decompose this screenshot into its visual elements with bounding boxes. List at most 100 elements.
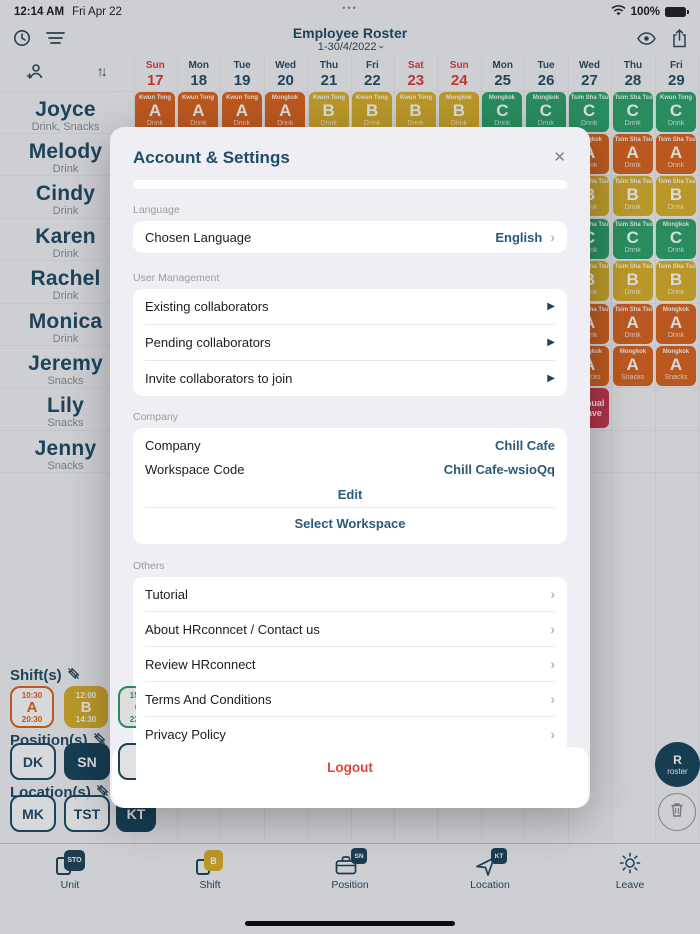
shift-chip-A[interactable]: 10:30 A 20:30 — [10, 686, 54, 728]
employee-row-header[interactable]: Karen Drink — [0, 225, 131, 261]
day-header-cell[interactable]: Fri 22 — [350, 60, 394, 89]
divider — [145, 507, 555, 508]
toolbar-leave[interactable]: Leave — [560, 844, 700, 903]
employee-row-header[interactable]: Rachel Drink — [0, 267, 131, 303]
employee-row-header[interactable]: Joyce Drink, Snacks — [0, 98, 131, 134]
day-of-week: Thu — [319, 60, 339, 71]
employee-row-header[interactable]: Lily Snacks — [0, 394, 131, 430]
edit-button[interactable]: Edit — [337, 486, 363, 502]
day-header-cell[interactable]: Thu 21 — [307, 60, 351, 89]
roster-mode-button[interactable]: R roster — [655, 742, 700, 787]
employee-row-header[interactable]: Monica Drink — [0, 310, 131, 346]
day-of-week: Sun — [449, 60, 469, 71]
settings-row[interactable]: Pending collaborators ▶ — [133, 325, 567, 360]
employee-row-header[interactable]: Cindy Drink — [0, 182, 131, 218]
filter-chip-SN[interactable]: SN — [64, 743, 110, 780]
grid-line — [697, 56, 699, 843]
settings-row[interactable]: Existing collaborators ▶ — [133, 289, 567, 324]
shift-tile[interactable]: Mongkok B Drink — [438, 91, 479, 132]
tile-location: Kwun Tong — [312, 93, 345, 101]
add-person-icon[interactable] — [26, 63, 44, 85]
shift-tile[interactable]: Kwun Tong A Drink — [221, 91, 262, 132]
day-header-cell[interactable]: Sun 24 — [437, 60, 481, 89]
employee-row-header[interactable]: Melody Drink — [0, 140, 131, 176]
filter-chip-MK[interactable]: MK — [10, 795, 56, 832]
employee-row-header[interactable]: Jenny Snacks — [0, 437, 131, 473]
date-range-selector[interactable]: 1-30/4/2022› — [317, 41, 387, 53]
settings-row[interactable]: Review HRconnect › — [133, 647, 567, 681]
employee-products: Drink — [52, 332, 79, 345]
employee-row-header[interactable]: Jeremy Snacks — [0, 352, 131, 388]
shift-tile[interactable]: Kwun Tong B Drink — [352, 91, 393, 132]
day-header-cell[interactable]: Sat 23 — [394, 60, 438, 89]
settings-row[interactable]: Privacy Policy › — [133, 717, 567, 751]
close-icon[interactable]: ✕ — [553, 149, 566, 166]
day-header-cell[interactable]: Tue 19 — [220, 60, 264, 89]
toolbar-shift[interactable]: B Shift — [140, 844, 280, 903]
tile-location: Mongkok — [662, 220, 690, 228]
shift-tile[interactable]: Mongkok C Drink — [656, 218, 697, 259]
filter-chip-DK[interactable]: DK — [10, 743, 56, 780]
shift-tile[interactable]: Mongkok C Drink — [525, 91, 566, 132]
day-header-cell[interactable]: Fri 29 — [654, 60, 698, 89]
tile-location: Tsim Sha Tsui — [614, 220, 653, 228]
toolbar-position[interactable]: SN Position — [280, 844, 420, 903]
day-header-cell[interactable]: Thu 28 — [611, 60, 655, 89]
tile-location: Tsim Sha Tsui — [614, 93, 653, 101]
settings-row[interactable]: About HRconncet / Contact us › — [133, 612, 567, 646]
grid-line — [611, 56, 613, 843]
tile-location: Mongkok — [272, 93, 299, 101]
shift-tile[interactable]: Kwun Tong B Drink — [395, 91, 436, 132]
day-header-cell[interactable]: Mon 18 — [177, 60, 221, 89]
day-header-cell[interactable]: Wed 27 — [568, 60, 612, 89]
day-header-cell[interactable]: Sun 17 — [133, 60, 177, 89]
logout-button[interactable]: Logout — [327, 760, 373, 775]
share-icon[interactable] — [672, 29, 687, 48]
clock-icon[interactable] — [13, 29, 31, 47]
shift-tile[interactable]: Kwun Tong B Drink — [308, 91, 349, 132]
day-date: 19 — [233, 72, 251, 89]
day-header-cell[interactable]: Tue 26 — [524, 60, 568, 89]
shift-tile[interactable]: Kwun Tong A Drink — [135, 91, 175, 132]
select-workspace-button[interactable]: Select Workspace — [294, 515, 406, 531]
day-header-cell[interactable]: Wed 20 — [264, 60, 308, 89]
toolbar-unit[interactable]: STO Unit — [0, 844, 140, 903]
shift-chip-B[interactable]: 12:00 B 14:30 — [64, 686, 108, 728]
shift-tile[interactable]: Mongkok C Drink — [482, 91, 523, 132]
eye-icon[interactable] — [637, 32, 656, 45]
shift-tile[interactable]: Kwun Tong C Drink — [656, 91, 697, 132]
settings-row[interactable]: Tutorial › — [133, 577, 567, 611]
employee-products: Snacks — [47, 417, 84, 430]
settings-row[interactable]: Terms And Conditions › — [133, 682, 567, 716]
day-header-cell[interactable]: Mon 25 — [481, 60, 525, 89]
day-date: 23 — [407, 72, 425, 89]
tile-location: Kwun Tong — [225, 93, 258, 101]
settings-row[interactable]: Invite collaborators to join ▶ — [133, 361, 567, 396]
day-of-week: Mon — [188, 60, 209, 71]
tile-shift-code: A — [669, 142, 683, 162]
chosen-language-row[interactable]: Chosen Language English › — [145, 229, 555, 245]
shift-tile[interactable]: Kwun Tong A Drink — [178, 91, 219, 132]
home-indicator[interactable] — [245, 921, 455, 926]
filter-chip-TST[interactable]: TST — [64, 795, 110, 832]
sort-icon[interactable]: ↑↓ — [96, 63, 108, 79]
tile-product: Drink — [190, 119, 207, 127]
page-title: Employee Roster — [292, 25, 408, 41]
menu-icon[interactable] — [46, 31, 65, 45]
toolbar-location[interactable]: KT Location — [420, 844, 560, 903]
trash-button[interactable] — [658, 793, 696, 831]
